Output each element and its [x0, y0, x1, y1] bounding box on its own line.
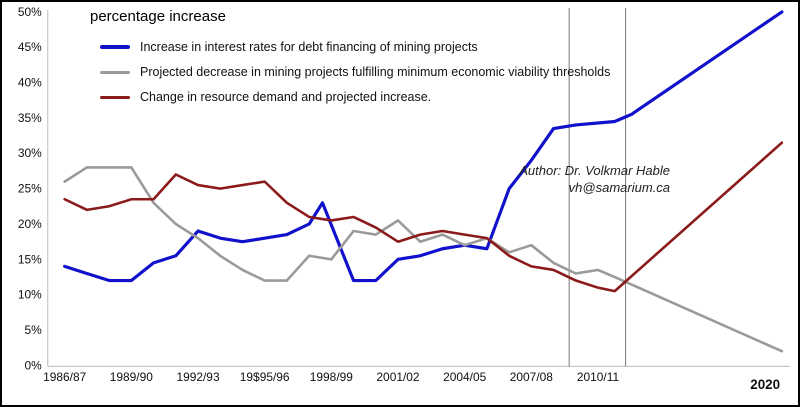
svg-text:2004/05: 2004/05	[443, 370, 487, 384]
author-name: Author: Dr. Volkmar Hable	[519, 163, 670, 178]
legend-item-resource-demand: Change in resource demand and projected …	[100, 90, 610, 104]
author-email: vh@samarium.ca	[568, 180, 670, 195]
svg-text:35%: 35%	[18, 111, 42, 125]
svg-text:5%: 5%	[25, 323, 43, 337]
svg-text:2001/02: 2001/02	[376, 370, 420, 384]
svg-text:1992/93: 1992/93	[176, 370, 220, 384]
svg-text:19$95/96: 19$95/96	[240, 370, 290, 384]
svg-text:1998/99: 1998/99	[310, 370, 354, 384]
chart-legend: Increase in interest rates for debt fina…	[100, 40, 610, 115]
blue-line-swatch	[100, 45, 130, 49]
svg-text:1989/90: 1989/90	[110, 370, 154, 384]
author-annotation: Author: Dr. Volkmar Hable vh@samarium.ca	[502, 162, 670, 196]
svg-text:2007/08: 2007/08	[510, 370, 554, 384]
svg-text:15%: 15%	[18, 252, 42, 266]
svg-text:0%: 0%	[25, 358, 43, 372]
legend-label: Increase in interest rates for debt fina…	[140, 40, 478, 54]
gray-line-swatch	[100, 70, 130, 74]
svg-text:20%: 20%	[18, 217, 42, 231]
legend-item-viability-thresholds: Projected decrease in mining projects fu…	[100, 65, 610, 79]
chart-title: percentage increase	[90, 8, 226, 25]
darkred-line-swatch	[100, 95, 130, 99]
legend-item-interest-rates: Increase in interest rates for debt fina…	[100, 40, 610, 54]
legend-label: Change in resource demand and projected …	[140, 90, 432, 104]
svg-text:2010/11: 2010/11	[577, 370, 620, 384]
legend-label: Projected decrease in mining projects fu…	[140, 65, 611, 79]
svg-text:45%: 45%	[18, 40, 42, 54]
svg-text:30%: 30%	[18, 146, 42, 160]
svg-text:40%: 40%	[18, 76, 42, 90]
svg-text:10%: 10%	[18, 288, 42, 302]
svg-text:25%: 25%	[18, 182, 42, 196]
svg-text:2020: 2020	[750, 377, 780, 392]
svg-text:50%: 50%	[18, 5, 42, 19]
svg-text:1986/87: 1986/87	[43, 370, 87, 384]
